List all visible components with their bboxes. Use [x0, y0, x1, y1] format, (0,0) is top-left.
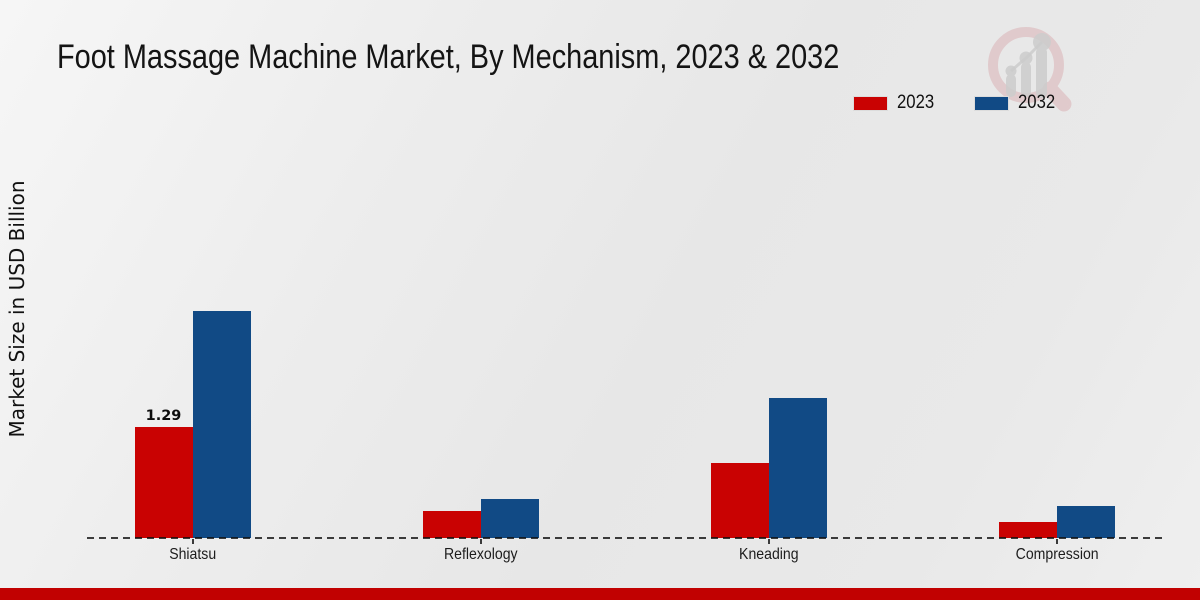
legend-item-2032: 2032	[973, 92, 1060, 114]
bar-value-label: 1.29	[145, 408, 182, 425]
x-axis-tick-shiatsu	[191, 539, 194, 544]
watermark-bar-small	[1006, 74, 1016, 97]
legend-swatch-2032	[973, 95, 1009, 111]
bar-2023-compression	[999, 521, 1058, 538]
bottom-accent-bar	[0, 588, 1200, 600]
watermark-bar-large	[1036, 47, 1047, 98]
bar-2032-compression	[1057, 506, 1116, 538]
legend-label-2032: 2032	[1017, 92, 1055, 113]
bar-2032-reflexology	[480, 498, 539, 538]
legend: 2023 2032	[853, 92, 1060, 114]
x-axis-category-label: Shiatsu	[169, 546, 216, 563]
watermark-bar-medium	[1021, 62, 1031, 97]
brand-watermark-logo	[988, 27, 1072, 112]
x-axis-tick-compression	[1056, 539, 1059, 544]
x-axis-category-label: Kneading	[739, 546, 799, 563]
bar-2023-kneading	[710, 463, 769, 538]
bar-2023-shiatsu	[134, 427, 193, 538]
legend-label-2023: 2023	[897, 92, 935, 113]
x-axis-tick-reflexology	[479, 539, 482, 544]
legend-item-2023: 2023	[853, 92, 939, 114]
legend-swatch-2023	[853, 95, 889, 111]
x-axis-category-label: Reflexology	[443, 546, 518, 563]
x-axis-category-label: Compression	[1015, 546, 1099, 563]
x-axis-baseline	[87, 537, 1164, 539]
bar-2032-shiatsu	[192, 310, 251, 538]
bar-2032-kneading	[768, 398, 827, 538]
chart-title: Foot Massage Machine Market, By Mechanis…	[57, 38, 840, 76]
bar-2023-reflexology	[422, 511, 481, 538]
watermark-trend-line	[1010, 40, 1044, 73]
x-axis-tick-kneading	[767, 539, 770, 544]
